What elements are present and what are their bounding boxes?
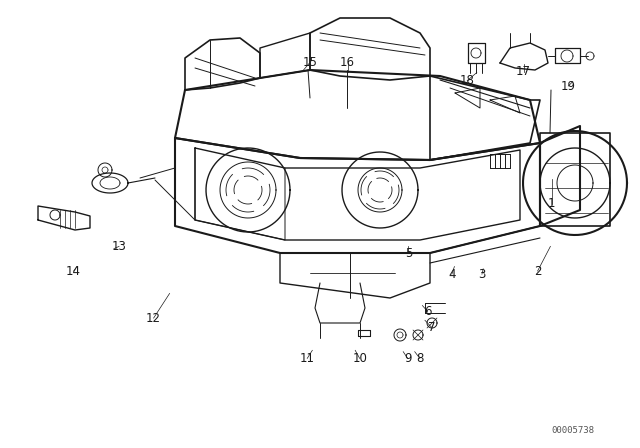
Text: 16: 16	[340, 56, 355, 69]
Text: 12: 12	[146, 311, 161, 325]
Text: 1: 1	[548, 197, 556, 211]
Text: 19: 19	[561, 79, 576, 93]
Text: 17: 17	[516, 65, 531, 78]
Text: 13: 13	[111, 240, 127, 253]
Text: 14: 14	[66, 264, 81, 278]
Text: 8: 8	[416, 352, 424, 365]
Text: 7: 7	[428, 320, 435, 334]
Text: 2: 2	[534, 264, 541, 278]
Text: 11: 11	[300, 352, 315, 365]
Text: 18: 18	[460, 74, 475, 87]
Text: 5: 5	[404, 246, 412, 260]
Text: 3: 3	[478, 267, 486, 281]
Text: 00005738: 00005738	[551, 426, 595, 435]
Text: 4: 4	[448, 267, 456, 281]
Text: 15: 15	[302, 56, 317, 69]
Text: 10: 10	[352, 352, 367, 365]
Text: 9: 9	[404, 352, 412, 365]
Text: 6: 6	[424, 305, 431, 318]
